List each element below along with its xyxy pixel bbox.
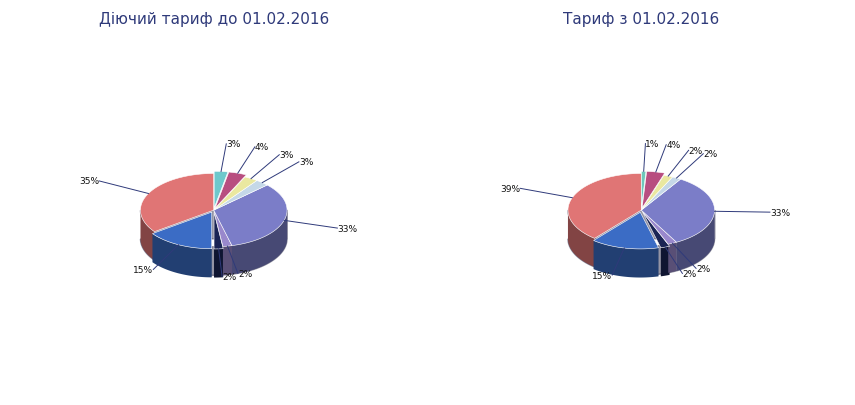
Text: 33%: 33% bbox=[338, 224, 357, 233]
Text: 33%: 33% bbox=[770, 208, 790, 217]
Text: 3%: 3% bbox=[299, 158, 313, 167]
Polygon shape bbox=[641, 176, 673, 211]
Text: 4%: 4% bbox=[666, 141, 681, 150]
Polygon shape bbox=[214, 249, 223, 278]
Polygon shape bbox=[215, 173, 246, 209]
Polygon shape bbox=[152, 213, 212, 249]
Polygon shape bbox=[140, 174, 214, 232]
Polygon shape bbox=[223, 246, 232, 275]
Text: 2%: 2% bbox=[704, 150, 717, 159]
Text: Тариф з 01.02.2016: Тариф з 01.02.2016 bbox=[563, 12, 719, 27]
Polygon shape bbox=[152, 234, 212, 278]
Polygon shape bbox=[643, 213, 669, 248]
Text: 3%: 3% bbox=[227, 140, 240, 149]
Polygon shape bbox=[568, 211, 594, 267]
Polygon shape bbox=[593, 241, 658, 278]
Text: 1%: 1% bbox=[646, 140, 660, 149]
Polygon shape bbox=[642, 172, 664, 209]
Polygon shape bbox=[214, 185, 287, 246]
Text: Діючий тариф до 01.02.2016: Діючий тариф до 01.02.2016 bbox=[98, 12, 329, 27]
Polygon shape bbox=[214, 211, 232, 247]
Polygon shape bbox=[214, 213, 223, 249]
Polygon shape bbox=[593, 213, 658, 249]
Text: 2%: 2% bbox=[682, 269, 697, 278]
Polygon shape bbox=[214, 172, 228, 209]
Text: 4%: 4% bbox=[255, 143, 269, 152]
Text: 3%: 3% bbox=[280, 151, 293, 160]
Polygon shape bbox=[568, 211, 715, 276]
Text: 15%: 15% bbox=[592, 271, 612, 280]
Polygon shape bbox=[641, 172, 646, 209]
Polygon shape bbox=[568, 174, 641, 239]
Polygon shape bbox=[214, 177, 256, 211]
Text: 2%: 2% bbox=[696, 264, 711, 273]
Polygon shape bbox=[140, 212, 155, 261]
Polygon shape bbox=[669, 243, 676, 273]
Polygon shape bbox=[661, 247, 669, 277]
Polygon shape bbox=[676, 211, 715, 271]
Polygon shape bbox=[214, 181, 267, 211]
Polygon shape bbox=[641, 180, 715, 243]
Text: 2%: 2% bbox=[238, 269, 252, 278]
Polygon shape bbox=[232, 211, 287, 275]
Text: 15%: 15% bbox=[133, 265, 153, 274]
Polygon shape bbox=[641, 211, 676, 245]
Polygon shape bbox=[641, 177, 681, 211]
Text: 35%: 35% bbox=[79, 177, 99, 186]
Polygon shape bbox=[140, 211, 287, 276]
Text: 2%: 2% bbox=[688, 147, 703, 156]
Text: 39%: 39% bbox=[500, 184, 520, 193]
Text: 2%: 2% bbox=[222, 273, 236, 281]
